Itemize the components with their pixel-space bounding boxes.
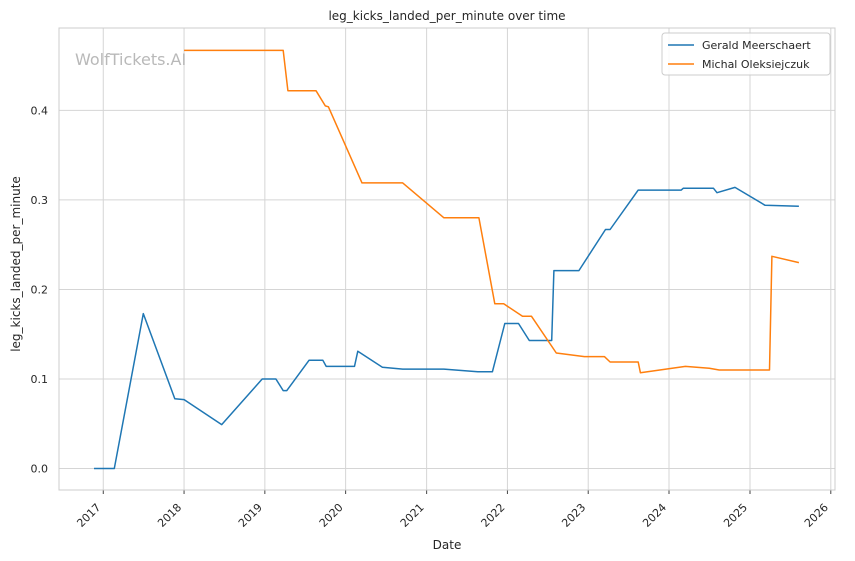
legend-label: Michal Oleksiejczuk <box>702 58 810 71</box>
plot-frame <box>58 27 836 491</box>
y-tick-label: 0.1 <box>31 373 49 386</box>
axis-ticks: 2017 2018 2019 2020 2021 2022 2023 2024 2025 2026… <box>31 104 832 530</box>
y-axis-label: leg_kicks_landed_per_minute <box>9 176 23 352</box>
x-tick-label: 2024 <box>640 501 669 530</box>
y-tick-label: 0.2 <box>31 283 49 296</box>
watermark: WolfTickets.AI <box>75 50 186 69</box>
x-tick-label: 2023 <box>559 501 588 530</box>
x-tick-label: 2020 <box>317 501 346 530</box>
x-tick-label: 2017 <box>74 501 103 530</box>
series-lines <box>94 49 800 470</box>
grid <box>59 28 835 490</box>
series-line-1 <box>184 49 800 374</box>
series-line-0 <box>94 186 799 470</box>
x-axis-label: Date <box>433 538 462 552</box>
y-tick-label: 0.0 <box>31 463 49 476</box>
x-tick-label: 2022 <box>479 501 508 530</box>
x-tick-label: 2025 <box>721 501 750 530</box>
y-tick-label: 0.3 <box>31 194 49 207</box>
x-tick-label: 2018 <box>155 501 184 530</box>
legend: Gerald Meerschaert Michal Oleksiejczuk <box>661 32 831 76</box>
y-tick-label: 0.4 <box>31 104 49 117</box>
x-tick-label: 2019 <box>236 501 265 530</box>
legend-box <box>661 32 831 76</box>
chart-title: leg_kicks_landed_per_minute over time <box>328 9 565 23</box>
x-tick-label: 2021 <box>398 501 427 530</box>
legend-label: Gerald Meerschaert <box>702 39 811 52</box>
x-tick-label: 2026 <box>802 501 831 530</box>
